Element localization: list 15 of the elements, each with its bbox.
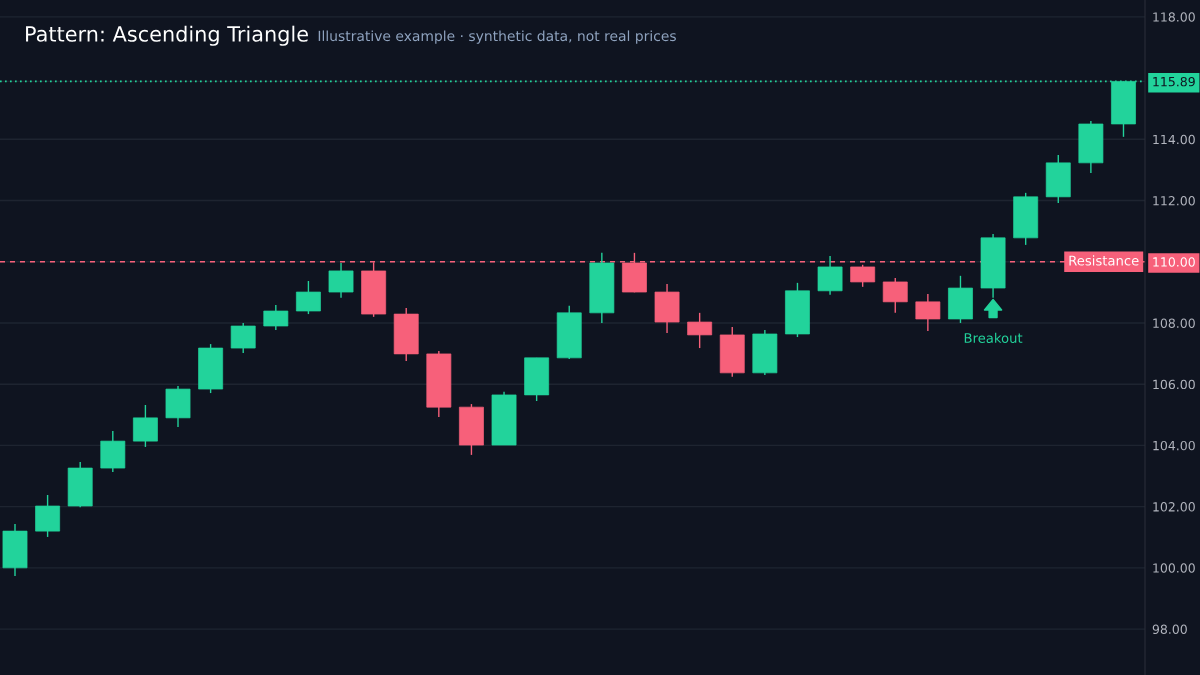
y-tick-label: 106.00 <box>1153 379 1195 390</box>
y-tick-label: 114.00 <box>1153 134 1195 145</box>
y-tick-label: 118.00 <box>1153 12 1195 22</box>
ref-line-label: Resistance <box>1069 255 1139 266</box>
text: Pattern: Ascending Triangle <box>26 25 308 46</box>
text: Illustrative example · synthetic data, not real prices <box>318 30 676 44</box>
annotation: Breakout <box>964 332 1023 344</box>
y-tick-label: 110.00 <box>1153 257 1195 267</box>
y-tick-label: 98.00 <box>1152 624 1187 635</box>
y-tick-label: 104.00 <box>1153 440 1195 451</box>
y-tick-label: 108.00 <box>1153 318 1195 328</box>
y-tick-label: 112.00 <box>1153 195 1195 206</box>
y-tick-label: 115.89 <box>1153 76 1195 87</box>
y-tick-label: 102.00 <box>1153 502 1195 512</box>
y-tick-label: 100.00 <box>1153 563 1195 573</box>
